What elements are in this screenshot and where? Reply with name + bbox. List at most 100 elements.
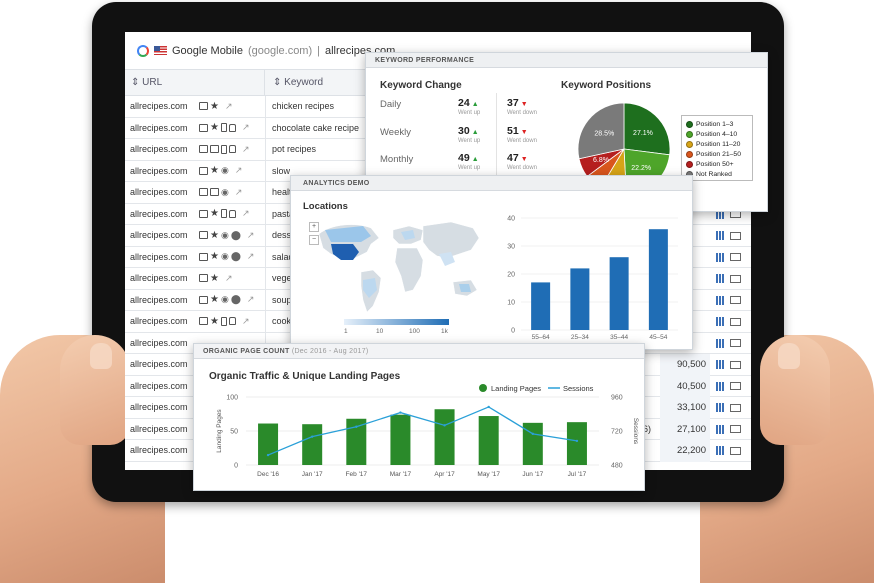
external-link-icon[interactable]: ↗ bbox=[234, 165, 243, 176]
age-bar[interactable] bbox=[609, 257, 629, 330]
column-keyword-header[interactable]: ⇕ Keyword bbox=[273, 77, 324, 88]
external-link-icon[interactable]: ↗ bbox=[246, 294, 255, 305]
legend-item[interactable]: Position 4–10 bbox=[686, 129, 748, 139]
landing-pages-bar[interactable] bbox=[522, 422, 543, 465]
url-cell[interactable]: allrecipes.com bbox=[130, 144, 188, 155]
keyword-cell[interactable]: chocolate cake recipe bbox=[265, 117, 359, 138]
age-bar[interactable] bbox=[531, 282, 551, 330]
sessions-point[interactable] bbox=[531, 432, 535, 436]
monitor-icon[interactable] bbox=[730, 253, 741, 262]
url-cell[interactable]: allrecipes.com bbox=[130, 230, 188, 241]
keyword-cell[interactable]: cook bbox=[265, 311, 291, 332]
went-up-value: 49▲ bbox=[458, 152, 479, 164]
sessions-point[interactable] bbox=[399, 411, 402, 414]
monitor-icon[interactable] bbox=[730, 231, 741, 240]
url-cell[interactable]: allrecipes.com bbox=[130, 165, 188, 176]
url-cell[interactable]: allrecipes.com bbox=[130, 402, 188, 413]
keyword-cell[interactable]: soup bbox=[265, 289, 292, 310]
bar-chart-icon[interactable] bbox=[716, 360, 726, 370]
monitor-icon[interactable] bbox=[730, 360, 741, 369]
keyword-cell[interactable]: vege bbox=[265, 268, 292, 289]
url-cell[interactable]: allrecipes.com bbox=[130, 423, 188, 434]
url-cell[interactable]: allrecipes.com bbox=[130, 316, 188, 327]
legend-item[interactable]: Position 1–3 bbox=[686, 119, 748, 129]
bar-chart-icon[interactable] bbox=[716, 424, 726, 434]
external-link-icon[interactable]: ↗ bbox=[241, 122, 250, 133]
keyword-cell[interactable]: pot recipes bbox=[265, 139, 316, 160]
external-link-icon[interactable]: ↗ bbox=[224, 272, 233, 283]
bar-chart-icon[interactable] bbox=[716, 274, 726, 284]
landing-pages-bar[interactable] bbox=[390, 414, 411, 465]
bar-chart-icon[interactable] bbox=[716, 231, 726, 241]
sessions-line[interactable] bbox=[267, 406, 578, 456]
url-cell[interactable]: allrecipes.com bbox=[130, 359, 188, 370]
age-bar[interactable] bbox=[570, 268, 590, 330]
pie-slice[interactable] bbox=[623, 102, 671, 156]
url-cell[interactable]: allrecipes.com bbox=[130, 251, 188, 262]
bar-chart-icon[interactable] bbox=[716, 446, 726, 456]
url-cell[interactable]: allrecipes.com bbox=[130, 294, 188, 305]
age-bar[interactable] bbox=[648, 229, 668, 330]
zoom-in-button[interactable]: + bbox=[309, 222, 319, 232]
monitor-icon[interactable] bbox=[730, 425, 741, 434]
sessions-point[interactable] bbox=[266, 453, 270, 457]
legend-item[interactable]: Not Ranked bbox=[686, 169, 748, 179]
bar-chart-icon[interactable] bbox=[716, 209, 726, 219]
landing-pages-bar[interactable] bbox=[302, 424, 323, 465]
bar-chart-icon[interactable] bbox=[716, 338, 726, 348]
keyword-cell[interactable]: healt bbox=[265, 182, 292, 203]
landing-pages-bar[interactable] bbox=[258, 423, 279, 465]
url-cell[interactable]: allrecipes.com bbox=[130, 208, 188, 219]
landing-pages-bar[interactable] bbox=[478, 416, 499, 465]
keyword-cell[interactable]: salad bbox=[265, 246, 294, 267]
landing-pages-bar[interactable] bbox=[566, 422, 587, 465]
keyword-cell[interactable]: slow bbox=[265, 160, 290, 181]
bar-chart-icon[interactable] bbox=[716, 381, 726, 391]
monitor-icon[interactable] bbox=[730, 296, 741, 305]
landing-pages-bar[interactable] bbox=[434, 409, 455, 465]
external-link-icon[interactable]: ↗ bbox=[241, 208, 250, 219]
monitor-icon[interactable] bbox=[730, 339, 741, 348]
monitor-icon[interactable] bbox=[730, 403, 741, 412]
bar-chart-icon[interactable] bbox=[716, 403, 726, 413]
keyword-cell[interactable] bbox=[265, 332, 272, 353]
column-url-header[interactable]: ⇕ URL bbox=[125, 70, 265, 95]
landing-pages-bar[interactable] bbox=[346, 418, 367, 465]
pie-slice[interactable] bbox=[577, 102, 625, 160]
url-cell[interactable]: allrecipes.com bbox=[130, 187, 188, 198]
legend-item[interactable]: Position 11–20 bbox=[686, 139, 748, 149]
bar-chart-icon[interactable] bbox=[716, 252, 726, 262]
sessions-point[interactable] bbox=[310, 435, 314, 438]
external-link-icon[interactable]: ↗ bbox=[246, 251, 255, 262]
url-cell[interactable]: allrecipes.com bbox=[130, 380, 188, 391]
url-cell[interactable]: allrecipes.com bbox=[130, 337, 188, 348]
sessions-point[interactable] bbox=[487, 405, 490, 409]
url-cell[interactable]: allrecipes.com bbox=[130, 122, 188, 133]
row-actions bbox=[710, 247, 751, 269]
engine-name[interactable]: Google Mobile bbox=[172, 44, 243, 57]
sessions-point[interactable] bbox=[575, 439, 579, 443]
monitor-icon[interactable] bbox=[730, 446, 741, 455]
external-link-icon[interactable]: ↗ bbox=[241, 315, 250, 326]
external-link-icon[interactable]: ↗ bbox=[234, 186, 243, 197]
url-cell[interactable]: allrecipes.com bbox=[130, 273, 188, 284]
bar-chart-icon[interactable] bbox=[716, 295, 726, 305]
monitor-icon[interactable] bbox=[730, 317, 741, 326]
zoom-out-button[interactable]: − bbox=[309, 235, 319, 245]
monitor-icon[interactable] bbox=[730, 382, 741, 391]
bar-chart-icon[interactable] bbox=[716, 317, 726, 327]
organic-page-count-panel: ORGANIC PAGE COUNT (Dec 2016 - Aug 2017)… bbox=[193, 343, 645, 491]
sessions-point[interactable] bbox=[355, 425, 358, 428]
external-link-icon[interactable]: ↗ bbox=[224, 100, 233, 111]
url-cell[interactable]: allrecipes.com bbox=[130, 445, 188, 456]
sessions-point[interactable] bbox=[443, 424, 446, 427]
legend-item[interactable]: Position 50+ bbox=[686, 159, 748, 169]
url-cell[interactable]: allrecipes.com bbox=[130, 101, 188, 112]
external-link-icon[interactable]: ↗ bbox=[246, 229, 255, 240]
keyword-cell[interactable]: pasta bbox=[265, 203, 294, 224]
keyword-cell[interactable]: desse bbox=[265, 225, 296, 246]
legend-item[interactable]: Position 21–50 bbox=[686, 149, 748, 159]
monitor-icon[interactable] bbox=[730, 274, 741, 283]
external-link-icon[interactable]: ↗ bbox=[242, 143, 250, 154]
keyword-cell[interactable]: chicken recipes bbox=[265, 96, 334, 117]
